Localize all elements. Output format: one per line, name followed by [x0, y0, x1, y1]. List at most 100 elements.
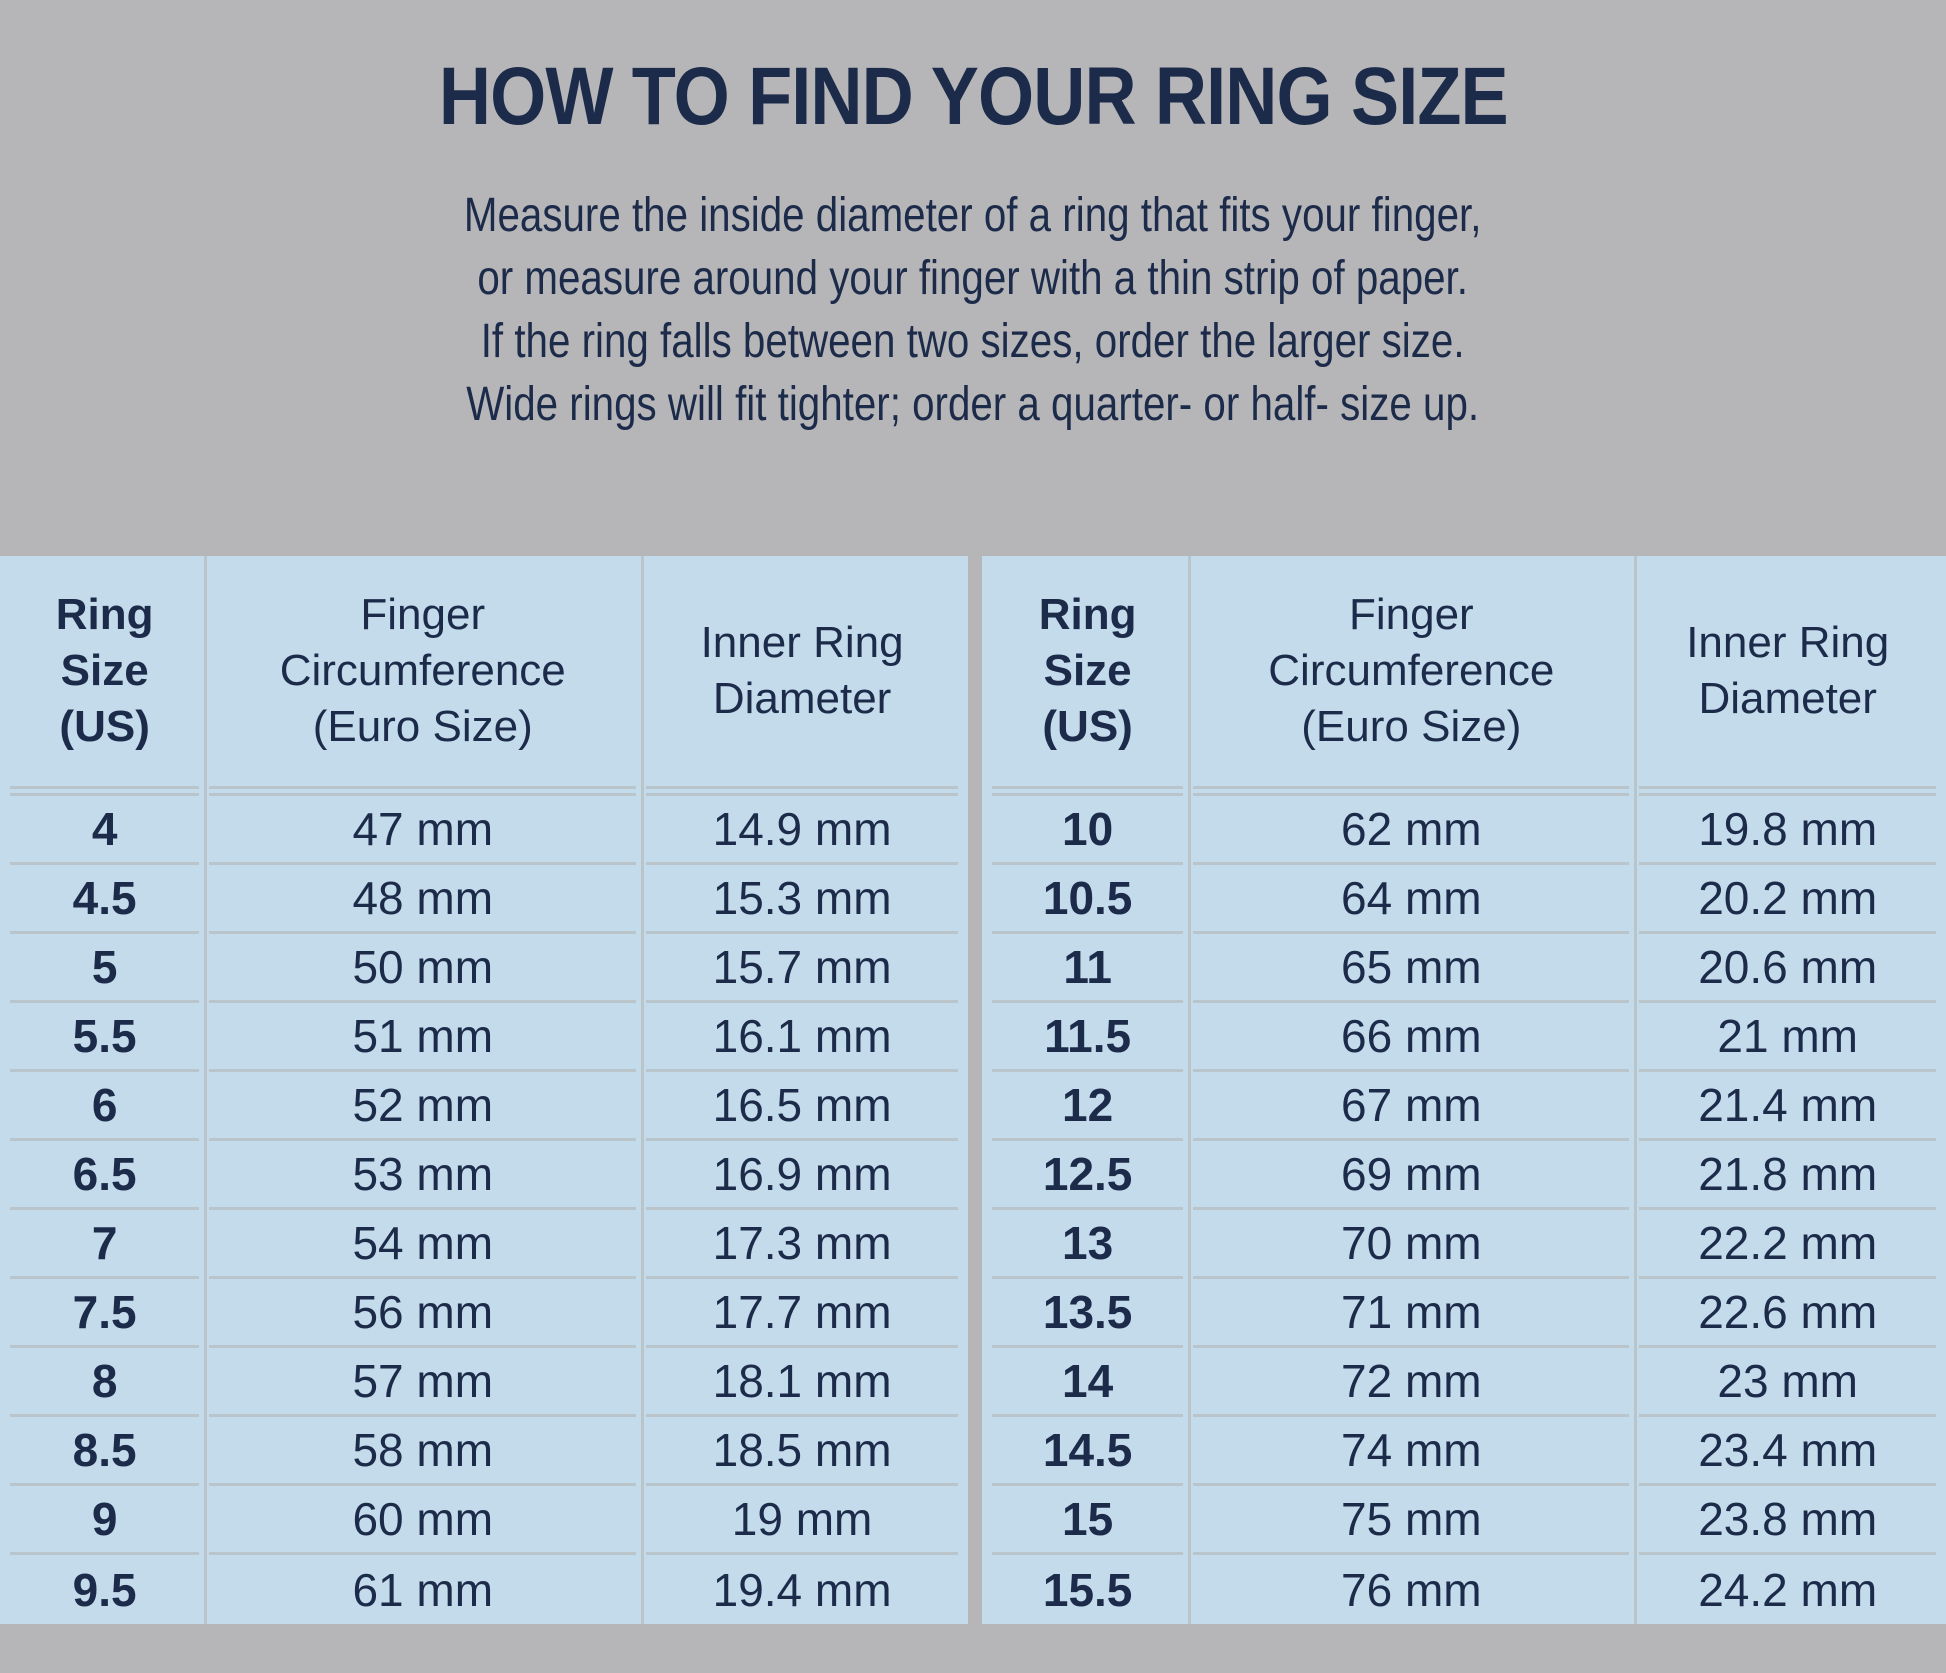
- table-row: 9 60 mm 19 mm: [10, 1486, 958, 1555]
- size-table-right: Ring Size (US) Finger Circumference (Eur…: [982, 556, 1946, 1624]
- diameter-cell: 19.4 mm: [712, 1563, 892, 1616]
- column-header-diameter: Inner Ring Diameter: [646, 556, 958, 796]
- circumference-cell: 64 mm: [1193, 865, 1630, 934]
- diameter-cell: 16.5 mm: [646, 1072, 958, 1141]
- diameter-cell: 22.6 mm: [1639, 1279, 1936, 1348]
- table-row: 12 67 mm 21.4 mm: [992, 1072, 1936, 1141]
- table-body: 10 62 mm 19.8 mm 10.5 64 mm 20.2 mm 11 65 mm 20.…: [992, 796, 1936, 1624]
- circumference-cell: 61 mm: [352, 1563, 494, 1616]
- diameter-cell: 17.7 mm: [646, 1279, 958, 1348]
- ring-size-cell: 7.5: [10, 1279, 200, 1348]
- intro-line: or measure around your finger with a thi…: [477, 252, 1469, 305]
- ring-size-cell: 10: [992, 796, 1184, 865]
- table-row: 4 47 mm 14.9 mm: [10, 796, 958, 865]
- diameter-cell: 16.9 mm: [646, 1141, 958, 1210]
- circumference-cell: 74 mm: [1193, 1417, 1630, 1486]
- ring-size-cell: 11.5: [992, 1003, 1184, 1072]
- circumference-cell: 69 mm: [1193, 1141, 1630, 1210]
- circumference-cell: 62 mm: [1193, 796, 1630, 865]
- table-row: 8 57 mm 18.1 mm: [10, 1348, 958, 1417]
- circumference-cell: 66 mm: [1193, 1003, 1630, 1072]
- ring-size-cell: 9.5: [72, 1563, 137, 1616]
- diameter-cell: 16.1 mm: [646, 1003, 958, 1072]
- column-header-ring-size: Ring Size (US): [10, 556, 200, 796]
- ring-size-cell: 15.5: [1042, 1563, 1133, 1616]
- ring-size-cell: 8.5: [10, 1417, 200, 1486]
- circumference-cell: 53 mm: [209, 1141, 637, 1210]
- ring-size-cell: 14: [992, 1348, 1184, 1417]
- table-row: 7 54 mm 17.3 mm: [10, 1210, 958, 1279]
- diameter-cell: 18.1 mm: [646, 1348, 958, 1417]
- diameter-cell: 21 mm: [1639, 1003, 1936, 1072]
- diameter-cell: 19 mm: [646, 1486, 958, 1555]
- table-row: 11 65 mm 20.6 mm: [992, 934, 1936, 1003]
- ring-size-cell: 12: [992, 1072, 1184, 1141]
- circumference-cell: 65 mm: [1193, 934, 1630, 1003]
- ring-size-cell: 6: [10, 1072, 200, 1141]
- ring-size-cell: 12.5: [992, 1141, 1184, 1210]
- header-row: Ring Size (US) Finger Circumference (Eur…: [992, 556, 1936, 796]
- intro-line: Measure the inside diameter of a ring th…: [464, 189, 1482, 242]
- table-row: 14 72 mm 23 mm: [992, 1348, 1936, 1417]
- table-row: 13 70 mm 22.2 mm: [992, 1210, 1936, 1279]
- ring-size-cell: 8: [10, 1348, 200, 1417]
- table-row: 15 75 mm 23.8 mm: [992, 1486, 1936, 1555]
- diameter-cell: 19.8 mm: [1639, 796, 1936, 865]
- table-header: Ring Size (US) Finger Circumference (Eur…: [992, 556, 1936, 796]
- table-row: 13.5 71 mm 22.6 mm: [992, 1279, 1936, 1348]
- table-row: 11.5 66 mm 21 mm: [992, 1003, 1936, 1072]
- intro-line: Wide rings will fit tighter; order a qua…: [466, 378, 1480, 431]
- diameter-cell: 15.3 mm: [646, 865, 958, 934]
- intro-line: If the ring falls between two sizes, ord…: [481, 315, 1465, 368]
- diameter-cell: 15.7 mm: [646, 934, 958, 1003]
- table-row: 4.5 48 mm 15.3 mm: [10, 865, 958, 934]
- ring-size-table: Ring Size (US) Finger Circumference (Eur…: [0, 556, 968, 1624]
- circumference-cell: 54 mm: [209, 1210, 637, 1279]
- column-divider: [641, 556, 644, 1624]
- diameter-cell: 23.4 mm: [1639, 1417, 1936, 1486]
- ring-size-cell: 4: [10, 796, 200, 865]
- header-row: Ring Size (US) Finger Circumference (Eur…: [10, 556, 958, 796]
- circumference-cell: 52 mm: [209, 1072, 637, 1141]
- circumference-cell: 48 mm: [209, 865, 637, 934]
- header-section: HOW TO FIND YOUR RING SIZE Measure the i…: [0, 0, 1946, 556]
- diameter-cell: 23.8 mm: [1639, 1486, 1936, 1555]
- ring-size-cell: 14.5: [992, 1417, 1184, 1486]
- table-row: 5.5 51 mm 16.1 mm: [10, 1003, 958, 1072]
- ring-size-cell: 13.5: [992, 1279, 1184, 1348]
- column-divider: [1633, 556, 1637, 1624]
- table-row: 9.5 61 mm 19.4 mm: [10, 1555, 958, 1624]
- ring-size-cell: 13: [992, 1210, 1184, 1279]
- circumference-cell: 56 mm: [209, 1279, 637, 1348]
- circumference-cell: 72 mm: [1193, 1348, 1630, 1417]
- diameter-cell: 21.8 mm: [1639, 1141, 1936, 1210]
- column-divider: [203, 556, 207, 1624]
- table-row: 15.5 76 mm 24.2 mm: [992, 1555, 1936, 1624]
- diameter-cell: 22.2 mm: [1639, 1210, 1936, 1279]
- circumference-cell: 51 mm: [209, 1003, 637, 1072]
- table-header: Ring Size (US) Finger Circumference (Eur…: [10, 556, 958, 796]
- table-row: 6.5 53 mm 16.9 mm: [10, 1141, 958, 1210]
- diameter-cell: 24.2 mm: [1698, 1563, 1878, 1616]
- circumference-cell: 75 mm: [1193, 1486, 1630, 1555]
- ring-size-cell: 6.5: [10, 1141, 200, 1210]
- column-header-ring-size: Ring Size (US): [992, 556, 1184, 796]
- circumference-cell: 57 mm: [209, 1348, 637, 1417]
- ring-size-cell: 10.5: [992, 865, 1184, 934]
- circumference-cell: 76 mm: [1341, 1563, 1482, 1616]
- ring-size-table: Ring Size (US) Finger Circumference (Eur…: [982, 556, 1946, 1624]
- diameter-cell: 20.6 mm: [1639, 934, 1936, 1003]
- ring-size-cell: 11: [992, 934, 1184, 1003]
- diameter-cell: 21.4 mm: [1639, 1072, 1936, 1141]
- ring-size-cell: 7: [10, 1210, 200, 1279]
- circumference-cell: 50 mm: [209, 934, 637, 1003]
- ring-size-cell: 9: [10, 1486, 200, 1555]
- table-row: 6 52 mm 16.5 mm: [10, 1072, 958, 1141]
- table-row: 8.5 58 mm 18.5 mm: [10, 1417, 958, 1486]
- column-header-diameter: Inner Ring Diameter: [1639, 556, 1936, 796]
- column-divider: [1188, 556, 1191, 1624]
- circumference-cell: 58 mm: [209, 1417, 637, 1486]
- column-header-circumference: Finger Circumference (Euro Size): [209, 556, 637, 796]
- circumference-cell: 47 mm: [209, 796, 637, 865]
